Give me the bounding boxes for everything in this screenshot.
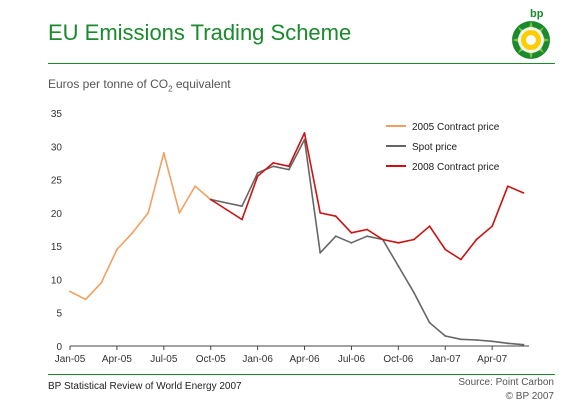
- data-point: [413, 291, 415, 294]
- data-point: [319, 211, 322, 214]
- data-point: [444, 335, 447, 337]
- header-divider: [48, 63, 555, 64]
- x-tick-label: Apr-06: [290, 354, 320, 365]
- data-point: [459, 258, 462, 261]
- data-point: [381, 238, 384, 241]
- data-point: [303, 132, 306, 134]
- data-point: [84, 298, 87, 301]
- data-point: [272, 162, 275, 164]
- legend-label: 2008 Contract price: [412, 162, 500, 173]
- data-point: [397, 265, 400, 268]
- x-tick-label: Apr-05: [102, 354, 132, 365]
- data-point: [209, 198, 212, 201]
- data-point: [350, 241, 353, 244]
- data-point: [319, 251, 322, 254]
- y-tick-label: 20: [51, 209, 63, 220]
- data-point: [522, 191, 525, 194]
- data-point: [256, 172, 259, 174]
- data-point: [491, 340, 494, 343]
- data-point: [241, 218, 243, 221]
- data-point: [506, 342, 509, 345]
- data-point: [178, 211, 181, 214]
- data-point: [162, 152, 165, 154]
- x-tick-label: Jul-06: [338, 354, 366, 365]
- data-point: [116, 248, 118, 251]
- footer-publication: BP Statistical Review of World Energy 20…: [48, 381, 242, 392]
- data-point: [225, 201, 228, 204]
- data-point: [288, 165, 290, 168]
- y-tick-label: 5: [56, 309, 62, 320]
- x-tick-label: Jul-05: [150, 354, 178, 365]
- data-point: [491, 225, 494, 228]
- footer-credits: Source: Point Carbon © BP 2007: [458, 376, 554, 404]
- data-point: [272, 165, 275, 168]
- bp-helios-logo-icon: [512, 21, 550, 59]
- data-point: [225, 208, 228, 211]
- data-point: [522, 343, 525, 346]
- data-point: [288, 168, 290, 171]
- footer-copyright: © BP 2007: [505, 391, 554, 402]
- y-tick-label: 10: [51, 275, 63, 286]
- x-tick-label: Oct-06: [383, 354, 413, 365]
- series-line-2008-contract-price: [210, 132, 524, 261]
- data-point: [334, 235, 337, 238]
- data-point: [100, 281, 103, 284]
- footer-source: Source: Point Carbon: [458, 377, 554, 388]
- data-point: [69, 290, 71, 293]
- data-point: [366, 235, 368, 238]
- data-point: [413, 238, 415, 241]
- subtitle-suffix: equivalent: [172, 77, 231, 91]
- data-point: [241, 205, 243, 208]
- data-point: [334, 215, 337, 218]
- x-tick-label: Jan-06: [242, 354, 273, 365]
- data-point: [147, 211, 150, 214]
- data-point: [428, 321, 431, 324]
- x-tick-label: Apr-07: [477, 354, 507, 365]
- subtitle-main: Euros per tonne of CO: [48, 77, 169, 91]
- data-point: [350, 231, 353, 234]
- y-tick-label: 25: [51, 176, 63, 187]
- data-point: [459, 338, 462, 341]
- bp-logo-text: bp: [530, 8, 544, 20]
- data-point: [428, 225, 431, 228]
- y-tick-label: 0: [56, 342, 62, 353]
- y-tick-label: 35: [51, 109, 63, 120]
- legend-label: 2005 Contract price: [412, 122, 500, 133]
- y-tick-label: 15: [51, 242, 63, 253]
- chart-subtitle: Euros per tonne of CO2 equivalent: [48, 77, 231, 93]
- footer-divider: [48, 374, 555, 375]
- subtitle-subscript: 2: [168, 84, 173, 94]
- page-title: EU Emissions Trading Scheme: [48, 20, 352, 45]
- series-line-2005-contract-price: [69, 152, 212, 301]
- data-point: [397, 241, 400, 244]
- data-point: [475, 339, 478, 341]
- x-tick-label: Jan-05: [55, 354, 86, 365]
- data-point: [194, 185, 196, 188]
- data-point: [475, 238, 478, 241]
- x-tick-label: Jan-07: [430, 354, 461, 365]
- data-point: [506, 185, 509, 188]
- x-tick-label: Oct-05: [196, 354, 226, 365]
- data-point: [131, 231, 134, 234]
- data-point: [366, 228, 368, 231]
- data-point: [444, 248, 447, 251]
- legend-label: Spot price: [412, 142, 457, 153]
- y-tick-label: 30: [51, 142, 63, 153]
- data-point: [256, 175, 259, 178]
